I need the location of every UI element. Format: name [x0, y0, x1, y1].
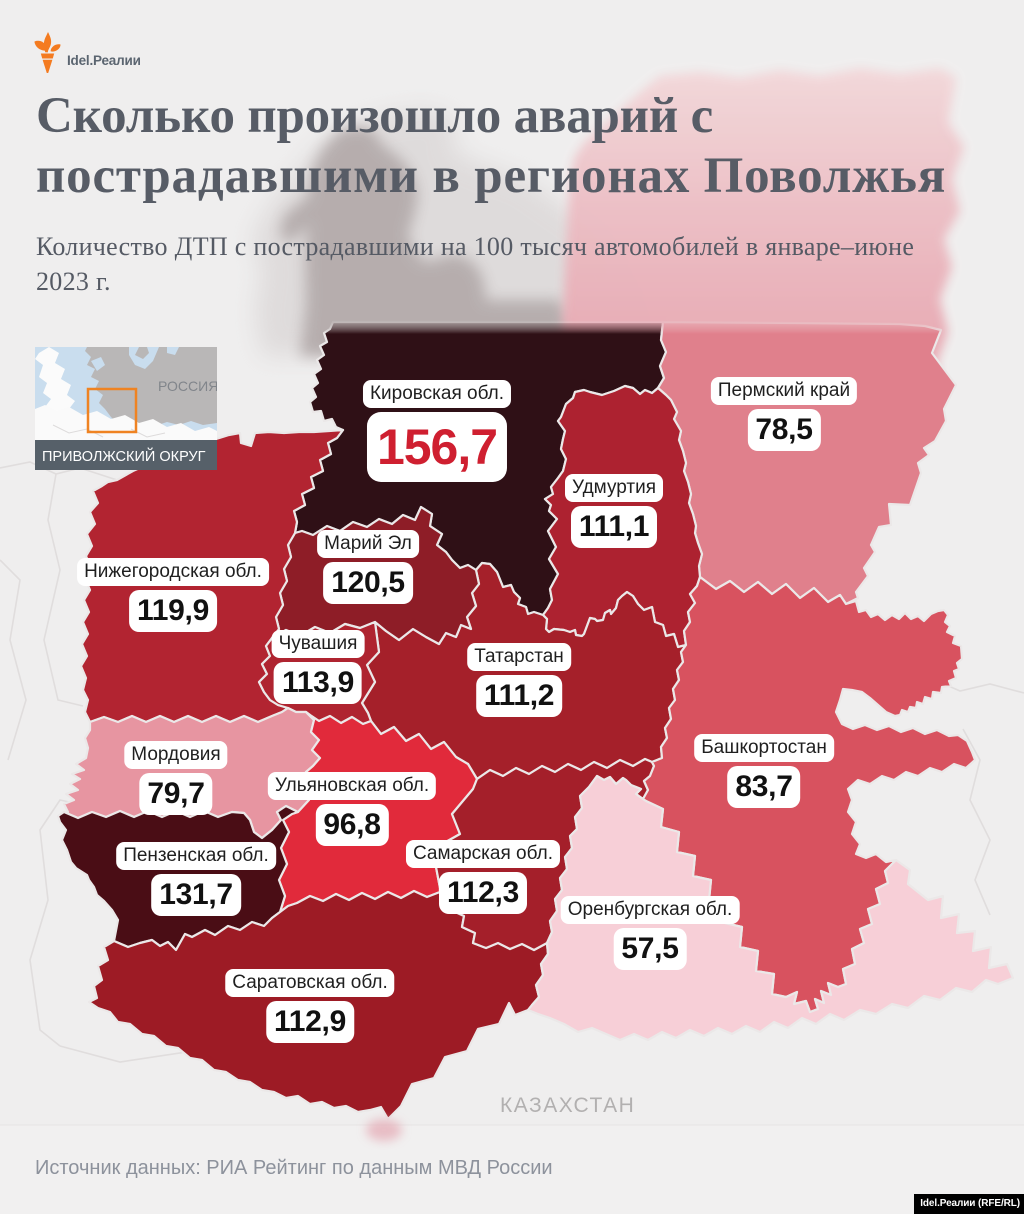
svg-text:РОССИЯ: РОССИЯ: [158, 378, 217, 394]
svg-text:ПРИВОЛЖСКИЙ ОКРУГ: ПРИВОЛЖСКИЙ ОКРУГ: [42, 447, 206, 465]
